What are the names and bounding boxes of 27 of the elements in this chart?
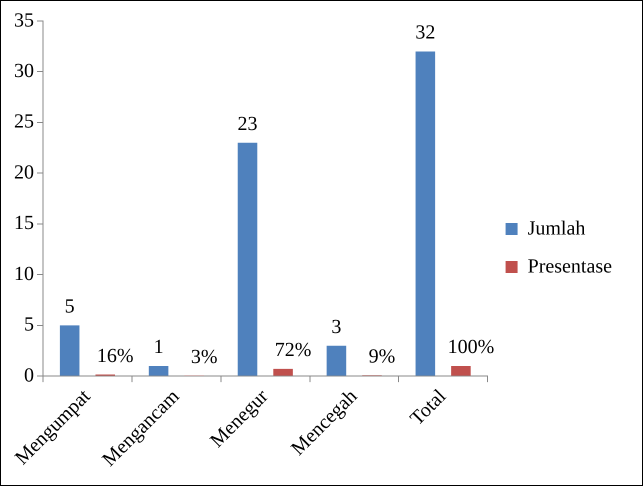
data-label: 23 [238, 113, 258, 136]
data-label: 1 [154, 336, 164, 358]
bar [326, 346, 346, 376]
data-label: 16% [96, 344, 134, 367]
y-tick-label: 15 [14, 212, 34, 234]
bar [273, 368, 293, 376]
y-tick-label: 30 [14, 60, 34, 82]
bar [416, 51, 436, 376]
y-tick-label: 35 [14, 9, 34, 32]
bar [238, 142, 258, 376]
data-label: 3% [190, 346, 218, 368]
bar [148, 366, 168, 376]
bar [60, 325, 80, 376]
data-label: 100% [448, 336, 494, 358]
legend-label: Presentase [528, 255, 612, 278]
y-tick-label: 5 [24, 314, 34, 336]
bar [451, 366, 471, 376]
data-label: 72% [274, 339, 312, 362]
y-tick-label: 25 [14, 110, 34, 133]
data-label: 5 [64, 296, 75, 318]
y-tick-label: 20 [14, 161, 34, 184]
data-label: 32 [415, 22, 436, 44]
data-label: 3 [331, 316, 342, 338]
data-label: 9% [368, 345, 396, 368]
legend-label: Jumlah [528, 217, 586, 240]
y-tick-label: 10 [14, 262, 34, 285]
y-tick-label: 0 [24, 364, 34, 386]
